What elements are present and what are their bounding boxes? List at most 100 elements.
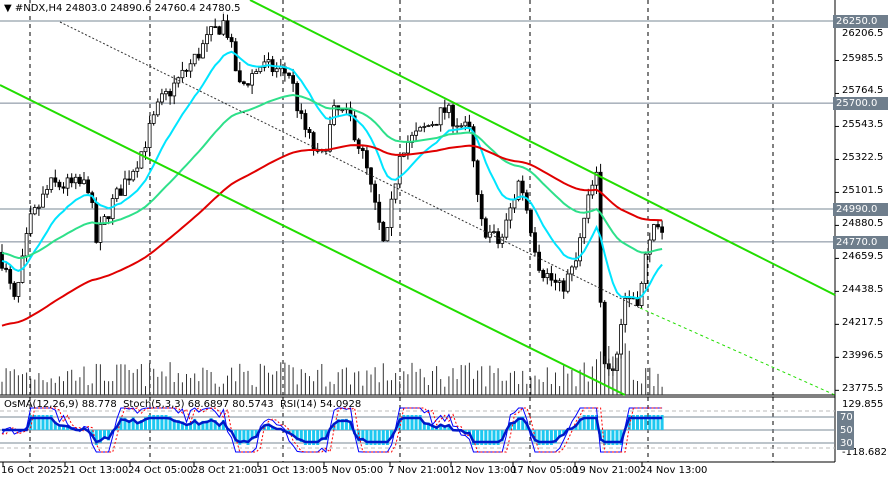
candle-body	[533, 232, 537, 253]
candle-body	[426, 125, 431, 127]
candle-body	[4, 267, 8, 270]
candle-body	[504, 219, 509, 238]
candle-body	[229, 37, 234, 43]
candle-body	[635, 298, 640, 306]
time-axis-label: 17 Nov 05:00	[511, 465, 579, 476]
price-axis-label: 24880.5	[842, 218, 884, 230]
candle-body	[364, 150, 369, 169]
candle-body	[57, 181, 62, 188]
candle-body	[340, 109, 345, 112]
candle-body	[102, 216, 107, 225]
rsi-line	[2, 416, 663, 444]
candle-body	[623, 297, 628, 325]
stoch-label: Stoch(5,3,3) 68.6897 80.5743	[123, 399, 274, 410]
indicator-level-label: 50	[837, 424, 854, 437]
candle-body	[475, 160, 480, 195]
candle-body	[405, 142, 410, 154]
candle-body	[459, 125, 464, 128]
slow-ma-line	[1, 144, 663, 327]
candle-body	[196, 53, 201, 59]
rsi-label: RSI(14) 54.0928	[279, 399, 362, 410]
candle-body	[250, 73, 255, 86]
candle-body	[381, 221, 386, 242]
candle-body	[200, 43, 205, 59]
candle-body	[393, 183, 398, 200]
candle-body	[524, 192, 529, 211]
candle-body	[114, 188, 119, 199]
candle-body	[176, 77, 181, 84]
symbol-header: ▼ #NDX,H4 24803.0 24890.6 24760.4 24780.…	[4, 3, 241, 14]
candle-body	[549, 273, 554, 281]
candle-body	[258, 67, 263, 72]
candle-body	[332, 105, 337, 125]
candle-body	[192, 53, 197, 65]
candle-body	[414, 130, 419, 136]
time-axis-label: 28 Oct 21:00	[192, 465, 258, 476]
candle-body	[418, 126, 423, 132]
candle-body	[213, 26, 218, 29]
candle-body	[123, 178, 127, 196]
candle-body	[373, 183, 378, 203]
candle-body	[574, 260, 578, 268]
candle-body	[356, 139, 361, 149]
price-axis-label: 26206.5	[842, 28, 884, 39]
dropdown-triangle-icon[interactable]: ▼	[4, 3, 15, 14]
candle-body	[307, 129, 312, 133]
candle-body	[139, 151, 144, 169]
candle-body	[78, 176, 82, 185]
price-level-label: 25700.0	[833, 97, 888, 111]
candle-body	[578, 237, 582, 262]
candle-body	[647, 239, 652, 255]
ohlc-values: 24803.0 24890.6 24760.4 24780.5	[65, 3, 241, 14]
candle-body	[143, 147, 148, 153]
candle-body	[217, 26, 222, 35]
candle-body	[520, 180, 525, 194]
candle-body	[455, 125, 460, 128]
candle-body	[430, 123, 435, 126]
candle-body	[479, 194, 484, 220]
candle-body	[135, 167, 140, 172]
candle-body	[492, 231, 496, 234]
candle-body	[127, 178, 131, 181]
candle-body	[467, 121, 472, 128]
candle-body	[471, 126, 476, 162]
price-axis-label: 25985.5	[842, 53, 884, 65]
candle-body	[225, 20, 230, 38]
mid-ma-line	[1, 94, 663, 259]
time-axis-label: 31 Oct 13:00	[256, 465, 322, 476]
candle-body	[45, 189, 49, 195]
candle-body	[442, 107, 447, 113]
mid-channel-line	[59, 21, 641, 309]
price-axis-label: 25543.5	[842, 119, 884, 131]
candle-body	[205, 34, 209, 45]
candle-body	[41, 193, 45, 208]
candle-body	[422, 126, 427, 128]
candle-body	[28, 213, 33, 234]
time-axis-label: 24 Nov 13:00	[640, 465, 708, 476]
candle-body	[483, 218, 488, 238]
candle-body	[295, 82, 300, 112]
candle-body	[446, 104, 451, 113]
candle-body	[221, 20, 226, 35]
candle-body	[24, 233, 29, 257]
indicator-axis-label: -118.682	[842, 447, 887, 458]
candle-body	[209, 26, 214, 36]
candle-body	[352, 115, 357, 141]
candle-body	[32, 207, 37, 215]
time-axis-label: 24 Oct 05:00	[128, 465, 194, 476]
candle-body	[159, 93, 164, 103]
candle-body	[237, 70, 242, 83]
candle-body	[61, 186, 66, 189]
price-axis-label: 25764.5	[842, 85, 884, 97]
time-axis-label: 19 Nov 21:00	[573, 465, 641, 476]
candle-body	[565, 273, 570, 292]
candle-body	[119, 188, 123, 196]
price-axis-label: 25101.5	[842, 185, 884, 197]
candle-body	[529, 209, 533, 234]
candle-body	[303, 113, 308, 130]
candle-body	[69, 177, 74, 184]
price-axis-label: 23996.5	[842, 350, 884, 362]
candle-body	[266, 59, 271, 63]
